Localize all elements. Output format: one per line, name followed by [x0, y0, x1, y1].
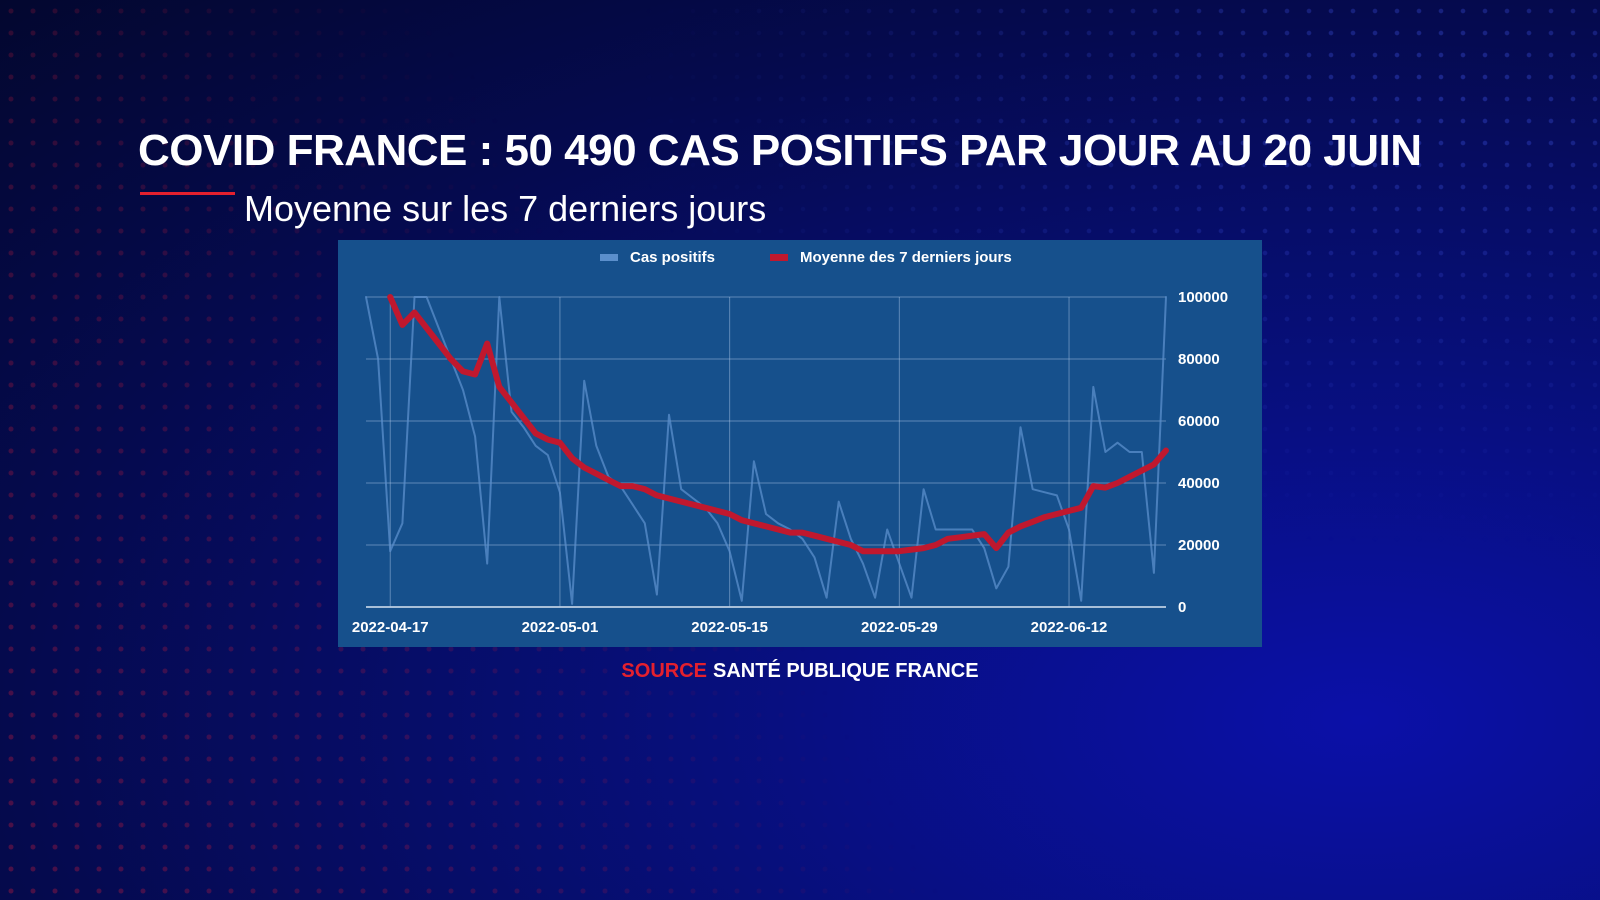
- x-tick-label: 2022-04-17: [352, 619, 429, 636]
- y-tick-label: 60000: [1178, 413, 1220, 430]
- legend-label: Moyenne des 7 derniers jours: [800, 249, 1012, 266]
- series-line-daily-cases: [365, 296, 1167, 605]
- source-caption: SOURCE SANTÉ PUBLIQUE FRANCE: [0, 660, 1600, 683]
- legend-swatch: [600, 254, 618, 261]
- source-label: SOURCE: [621, 660, 707, 682]
- y-tick-label: 100000: [1178, 289, 1228, 306]
- series-line-7day-average: [387, 294, 1169, 555]
- x-tick-label: 2022-05-29: [861, 619, 938, 636]
- y-tick-label: 80000: [1178, 351, 1220, 368]
- source-text: SANTÉ PUBLIQUE FRANCE: [713, 660, 979, 682]
- x-tick-label: 2022-05-01: [522, 619, 599, 636]
- x-tick-label: 2022-05-15: [691, 619, 768, 636]
- page-subtitle: Moyenne sur les 7 derniers jours: [244, 188, 767, 229]
- legend-label: Cas positifs: [630, 249, 715, 266]
- x-tick-label: 2022-06-12: [1031, 619, 1108, 636]
- y-tick-label: 40000: [1178, 475, 1220, 492]
- legend-swatch: [770, 254, 788, 261]
- y-tick-label: 0: [1178, 599, 1186, 616]
- accent-line: [140, 192, 235, 195]
- chart-panel: 100000 80000 60000 40000 20000 0 2022-04-17 202…: [338, 240, 1262, 647]
- line-chart: 100000 80000 60000 40000 20000 0 2022-04-17 202…: [352, 249, 1228, 636]
- y-tick-label: 20000: [1178, 537, 1220, 554]
- page-title: COVID FRANCE : 50 490 CAS POSITIFS PAR J…: [138, 126, 1422, 175]
